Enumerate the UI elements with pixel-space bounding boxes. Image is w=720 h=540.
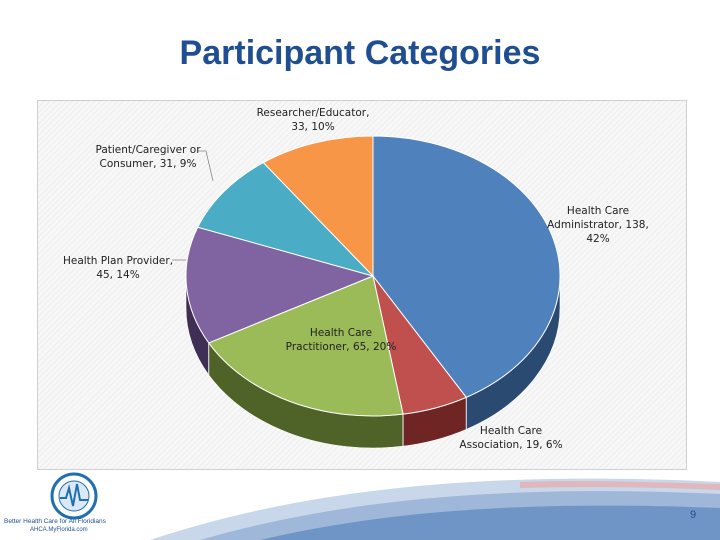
pie-slices (185, 135, 561, 417)
leader-line (198, 150, 214, 182)
data-label-health-plan-provider: Health Plan Provider, 45, 14% (63, 255, 173, 281)
data-label-researcher-educator: Researcher/Educator, 33, 10% (257, 107, 370, 133)
page-number: 9 (690, 509, 697, 521)
logo-caption: Better Health Care for All Floridians (4, 518, 106, 525)
pie-slice-health-plan-provider (185, 226, 375, 344)
data-label-health-care-administrator: Health Care Administrator, 138, 42% (547, 205, 649, 245)
logo-url: AHCA.MyFlorida.com (30, 527, 88, 533)
pie-side-walls (185, 275, 561, 449)
pie-slice-researcher-educator (262, 135, 374, 278)
pie-slice-health-care-administrator (372, 135, 561, 398)
slide-title: Participant Categories (179, 34, 541, 72)
pie-slice-patient-caregiver-or-consumer (197, 161, 375, 277)
logo (8, 472, 128, 538)
data-label-patient-caregiver-or-consumer: Patient/Caregiver or Consumer, 31, 9% (95, 144, 201, 170)
pie-slice-health-care-practitioner (207, 275, 404, 417)
heartbeat-logo-icon (50, 472, 98, 520)
footer-swoosh (150, 478, 720, 540)
data-label-health-care-association: Health Care Association, 19, 6% (459, 425, 562, 451)
pie-chart: Health Care Administrator, 138, 42% Health … (63, 107, 649, 451)
data-label-health-care-practitioner: Health Care Practitioner, 65, 20% (286, 327, 397, 353)
chart-frame: Health Care Administrator, 138, 42% Health … (37, 100, 687, 470)
